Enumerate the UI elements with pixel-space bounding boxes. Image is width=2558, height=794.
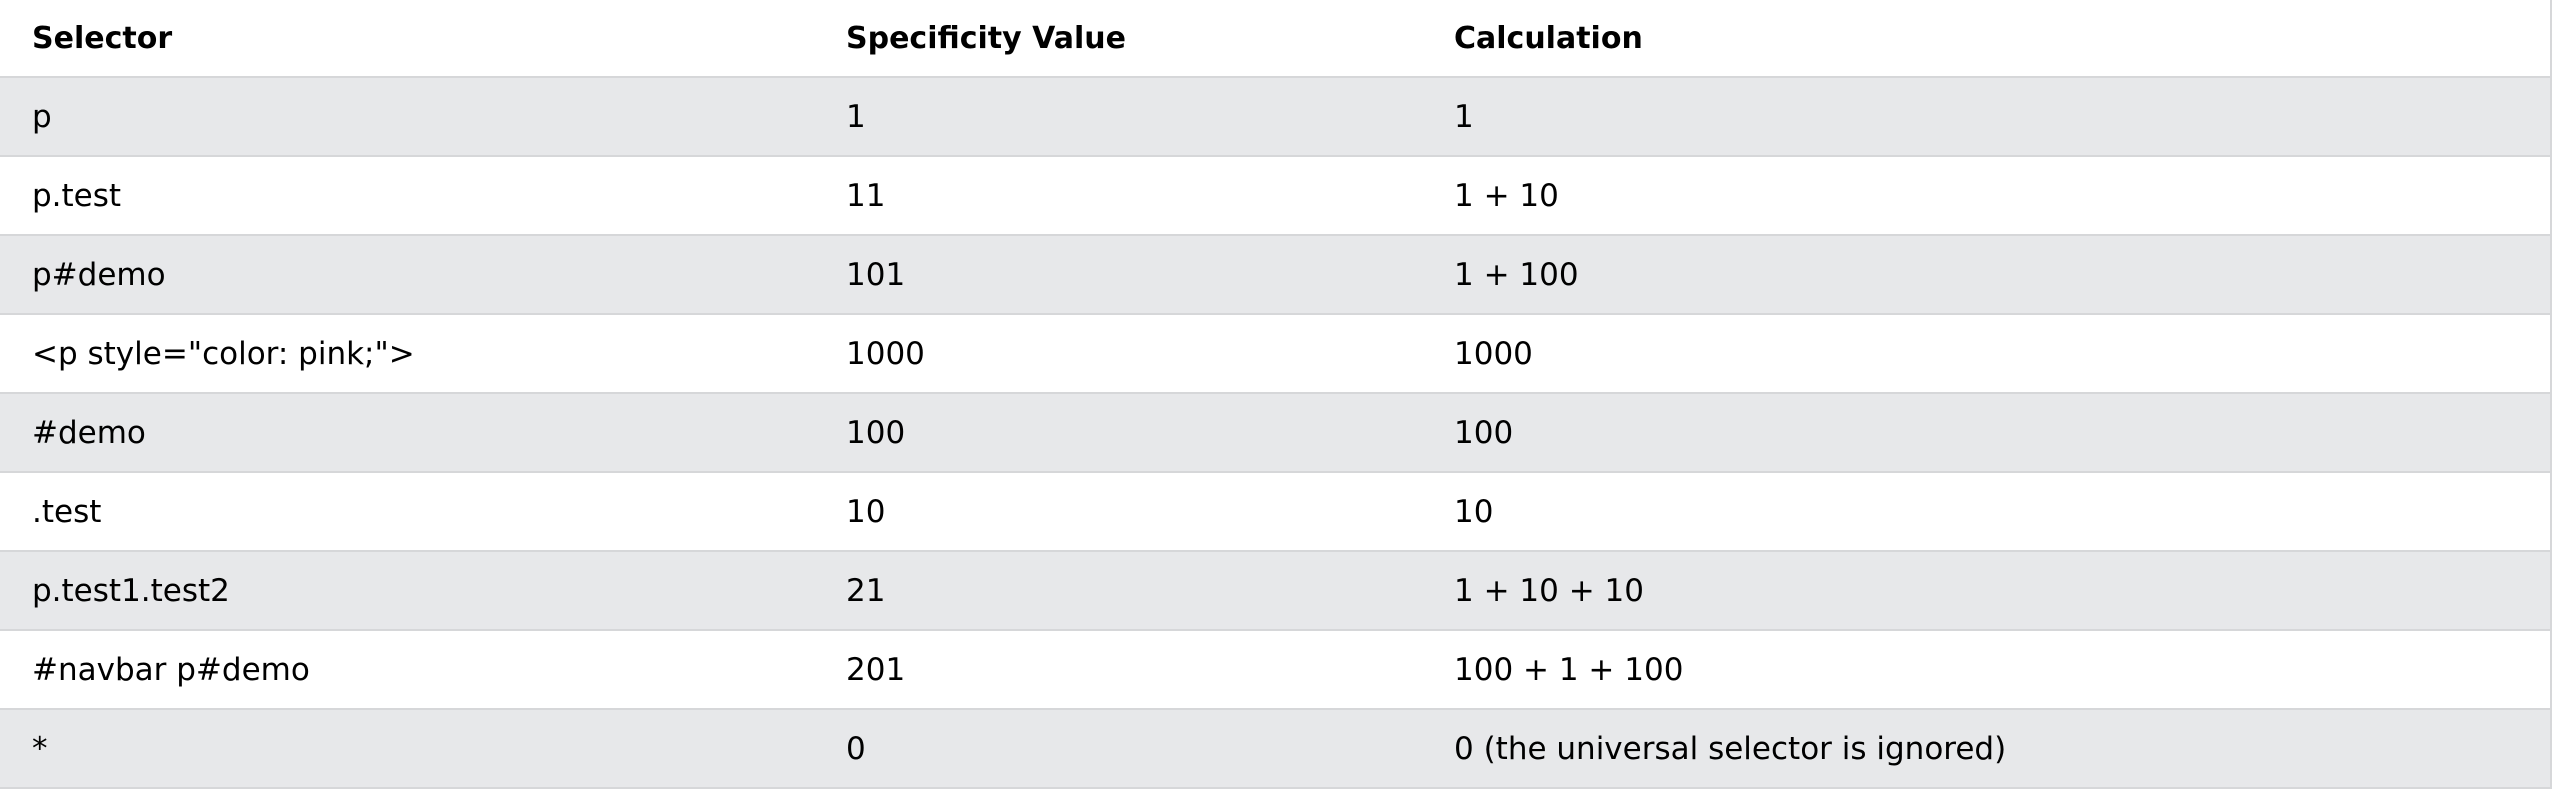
cell-selector: .test <box>0 472 814 552</box>
cell-calculation: 10 <box>1422 472 2550 552</box>
table-row: #demo 100 100 <box>0 393 2550 473</box>
table-row: p.test1.test2 21 1 + 10 + 10 <box>0 551 2550 631</box>
cell-selector: p#demo <box>0 235 814 315</box>
table-row: #navbar p#demo 201 100 + 1 + 100 <box>0 630 2550 710</box>
cell-calculation: 1 + 100 <box>1422 235 2550 315</box>
cell-selector: p.test <box>0 156 814 236</box>
cell-calculation: 1 <box>1422 77 2550 157</box>
column-header-selector: Selector <box>0 0 814 78</box>
cell-calculation: 100 <box>1422 393 2550 473</box>
cell-calculation: 100 + 1 + 100 <box>1422 630 2550 710</box>
cell-calculation: 0 (the universal selector is ignored) <box>1422 709 2550 789</box>
cell-specificity-value: 1 <box>814 77 1422 157</box>
cell-calculation: 1 + 10 + 10 <box>1422 551 2550 631</box>
table-header-row: Selector Specificity Value Calculation <box>0 0 2550 78</box>
cell-specificity-value: 101 <box>814 235 1422 315</box>
table-row: p 1 1 <box>0 77 2550 157</box>
cell-selector: p.test1.test2 <box>0 551 814 631</box>
cell-calculation: 1 + 10 <box>1422 156 2550 236</box>
table-row: .test 10 10 <box>0 472 2550 552</box>
column-header-calculation: Calculation <box>1422 0 2550 78</box>
cell-selector: p <box>0 77 814 157</box>
cell-specificity-value: 100 <box>814 393 1422 473</box>
table-row: <p style="color: pink;"> 1000 1000 <box>0 314 2550 394</box>
cell-specificity-value: 1000 <box>814 314 1422 394</box>
cell-specificity-value: 10 <box>814 472 1422 552</box>
cell-calculation: 1000 <box>1422 314 2550 394</box>
table-row: p.test 11 1 + 10 <box>0 156 2550 236</box>
cell-specificity-value: 201 <box>814 630 1422 710</box>
cell-selector: * <box>0 709 814 789</box>
cell-specificity-value: 11 <box>814 156 1422 236</box>
cell-specificity-value: 21 <box>814 551 1422 631</box>
cell-selector: <p style="color: pink;"> <box>0 314 814 394</box>
cell-specificity-value: 0 <box>814 709 1422 789</box>
table-row: * 0 0 (the universal selector is ignored… <box>0 709 2550 789</box>
column-header-specificity-value: Specificity Value <box>814 0 1422 78</box>
cell-selector: #navbar p#demo <box>0 630 814 710</box>
table-row: p#demo 101 1 + 100 <box>0 235 2550 315</box>
cell-selector: #demo <box>0 393 814 473</box>
